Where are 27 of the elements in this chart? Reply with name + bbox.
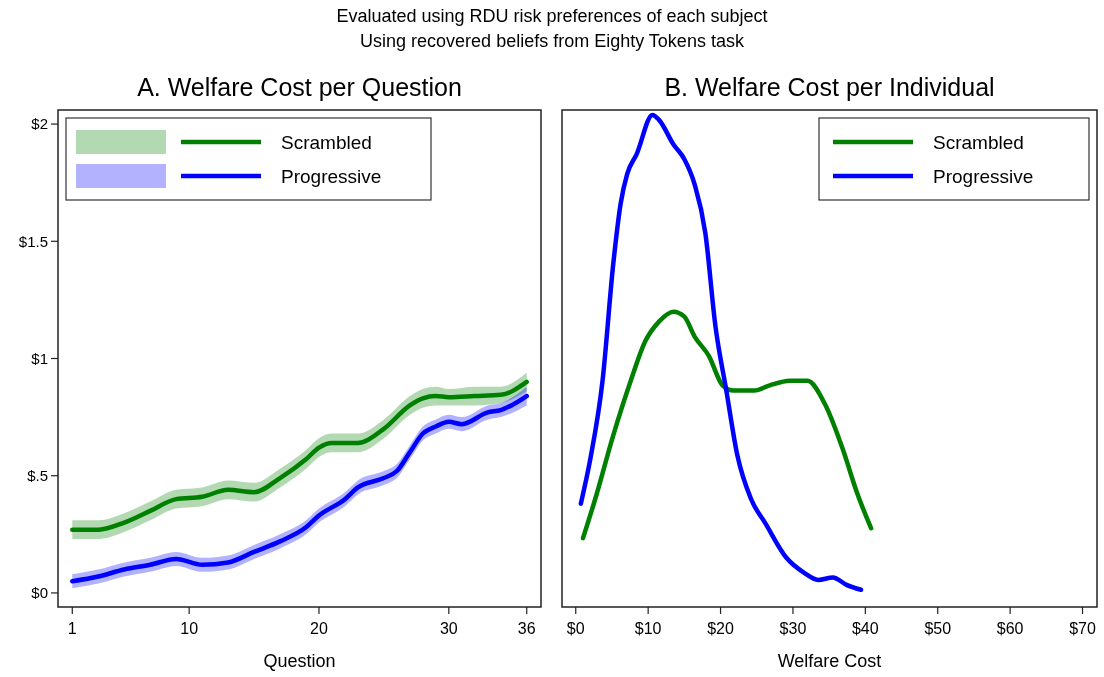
legend-label: Scrambled: [933, 131, 1024, 153]
legend-label: Progressive: [281, 165, 382, 187]
x-tick-label: 10: [180, 620, 199, 637]
x-tick-label: $20: [707, 620, 734, 637]
x-tick-label: 36: [517, 620, 536, 637]
x-tick-label: 30: [439, 620, 458, 637]
legend-label: Scrambled: [281, 131, 372, 153]
x-axis-title: Welfare Cost: [777, 651, 882, 671]
x-tick-label: $30: [779, 620, 807, 637]
x-tick-label: $40: [851, 620, 879, 637]
chart-title: A. Welfare Cost per Question: [137, 73, 462, 101]
x-tick-label: $60: [996, 620, 1024, 637]
y-tick-label: $2: [31, 115, 48, 133]
y-tick-label: $1.5: [18, 232, 48, 250]
x-tick-label: $10: [634, 620, 662, 637]
x-tick-label: $70: [1069, 620, 1096, 637]
y-tick-label: $0: [31, 584, 48, 602]
x-tick-label: $50: [924, 620, 952, 637]
legend-label: Progressive: [933, 165, 1034, 187]
chart-subtitle: Evaluated using RDU risk preferences of each subject Using recovered beliefs from Eighty Tokens task: [336, 6, 768, 51]
x-tick-label: $0: [566, 620, 585, 637]
chart-title: B. Welfare Cost per Individual: [664, 73, 995, 101]
x-axis-title: Question: [263, 651, 336, 671]
y-tick-label: $.5: [27, 466, 48, 484]
x-tick-label: 1: [67, 620, 77, 637]
x-tick-label: 20: [310, 620, 328, 637]
y-tick-label: $1: [31, 349, 48, 367]
